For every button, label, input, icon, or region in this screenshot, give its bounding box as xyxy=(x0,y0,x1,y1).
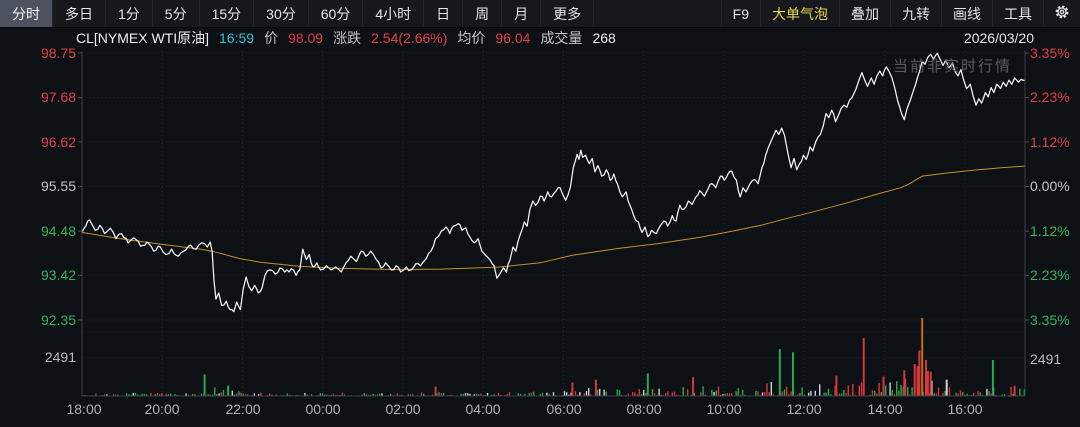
trade-date: 2026/03/20 xyxy=(963,30,1034,46)
pct-axis-label: 1.12% xyxy=(1030,134,1070,150)
time-axis-label: 20:00 xyxy=(144,401,180,417)
price-axis-label-prev-close: 95.55 xyxy=(40,178,76,194)
quote-time: 16:59 xyxy=(219,30,255,46)
avg-price: 96.04 xyxy=(495,30,531,46)
tab-more[interactable]: 更多 xyxy=(541,0,595,27)
tab-5min[interactable]: 5分 xyxy=(153,0,200,27)
price-axis-label: 98.75 xyxy=(40,45,76,61)
f9-button[interactable]: F9 xyxy=(720,0,760,27)
time-axis-label: 06:00 xyxy=(546,401,582,417)
change-label: 涨跌 xyxy=(333,30,362,46)
volume-value: 268 xyxy=(592,30,616,46)
price-axis-label: 93.42 xyxy=(40,267,76,283)
pct-axis-label: 1.12% xyxy=(1030,223,1070,239)
tab-daily[interactable]: 日 xyxy=(424,0,464,27)
big-order-bubble-button[interactable]: 大单气泡 xyxy=(760,0,839,27)
tools-button[interactable]: 工具 xyxy=(992,0,1043,27)
time-axis-label: 04:00 xyxy=(465,401,501,417)
time-axis-label: 08:00 xyxy=(626,401,662,417)
time-axis-label: 22:00 xyxy=(225,401,261,417)
chart-canvas[interactable] xyxy=(0,49,1080,427)
time-axis-label: 12:00 xyxy=(786,401,822,417)
avg-label: 均价 xyxy=(457,30,486,46)
nine-turn-button[interactable]: 九转 xyxy=(890,0,941,27)
tab-15min[interactable]: 15分 xyxy=(200,0,255,27)
period-tabs: 分时 多日 1分 5分 15分 30分 60分 4小时 日 周 月 更多 xyxy=(0,0,595,27)
symbol-name: CL[NYMEX WTI原油] xyxy=(76,30,210,46)
tab-monthly[interactable]: 月 xyxy=(502,0,542,27)
pct-axis-label: 2.23% xyxy=(1030,89,1070,105)
settings-button[interactable] xyxy=(1043,0,1080,27)
price-axis-label: 94.48 xyxy=(40,223,76,239)
last-price: 98.09 xyxy=(288,30,324,46)
pct-axis-label: 3.35% xyxy=(1030,312,1070,328)
toolbar-right-group: F9 大单气泡 叠加 九转 画线 工具 xyxy=(720,0,1080,27)
price-axis-label: 92.35 xyxy=(40,312,76,328)
price-axis-label: 97.68 xyxy=(40,89,76,105)
time-axis-label: 02:00 xyxy=(385,401,421,417)
price-axis-label: 96.62 xyxy=(40,134,76,150)
volume-axis-max-left: 2491 xyxy=(44,349,76,365)
tab-weekly[interactable]: 周 xyxy=(463,0,503,27)
period-toolbar: 分时 多日 1分 5分 15分 30分 60分 4小时 日 周 月 更多 F9 … xyxy=(0,0,1080,28)
tab-intraday[interactable]: 分时 xyxy=(0,0,53,27)
pct-axis-label: 3.35% xyxy=(1030,45,1070,61)
intraday-chart[interactable]: 98.75 97.68 96.62 95.55 94.48 93.42 92.3… xyxy=(0,45,1080,427)
non-realtime-watermark: 当前非实时行情 xyxy=(893,58,1013,75)
tab-60min[interactable]: 60分 xyxy=(309,0,364,27)
time-axis-label: 00:00 xyxy=(305,401,341,417)
time-axis-label: 16:00 xyxy=(947,401,983,417)
pct-axis-label: 2.23% xyxy=(1030,267,1070,283)
quote-info-bar: CL[NYMEX WTI原油] 16:59 价 98.09 涨跌 2.54(2.… xyxy=(0,27,1080,49)
overlay-button[interactable]: 叠加 xyxy=(839,0,890,27)
volume-axis-max-right: 2491 xyxy=(1030,351,1062,367)
time-axis-label: 14:00 xyxy=(867,401,903,417)
gear-icon xyxy=(1054,4,1070,23)
draw-line-button[interactable]: 画线 xyxy=(941,0,992,27)
tab-1min[interactable]: 1分 xyxy=(106,0,153,27)
tab-multiday[interactable]: 多日 xyxy=(53,0,106,27)
tab-30min[interactable]: 30分 xyxy=(254,0,309,27)
time-axis-label: 10:00 xyxy=(706,401,742,417)
tab-4hour[interactable]: 4小时 xyxy=(363,0,425,27)
time-axis-label: 18:00 xyxy=(66,401,102,417)
price-label: 价 xyxy=(264,30,279,46)
volume-label: 成交量 xyxy=(540,30,583,46)
pct-axis-label-zero: 0.00% xyxy=(1030,178,1070,194)
change-value: 2.54(2.66%) xyxy=(371,30,448,46)
